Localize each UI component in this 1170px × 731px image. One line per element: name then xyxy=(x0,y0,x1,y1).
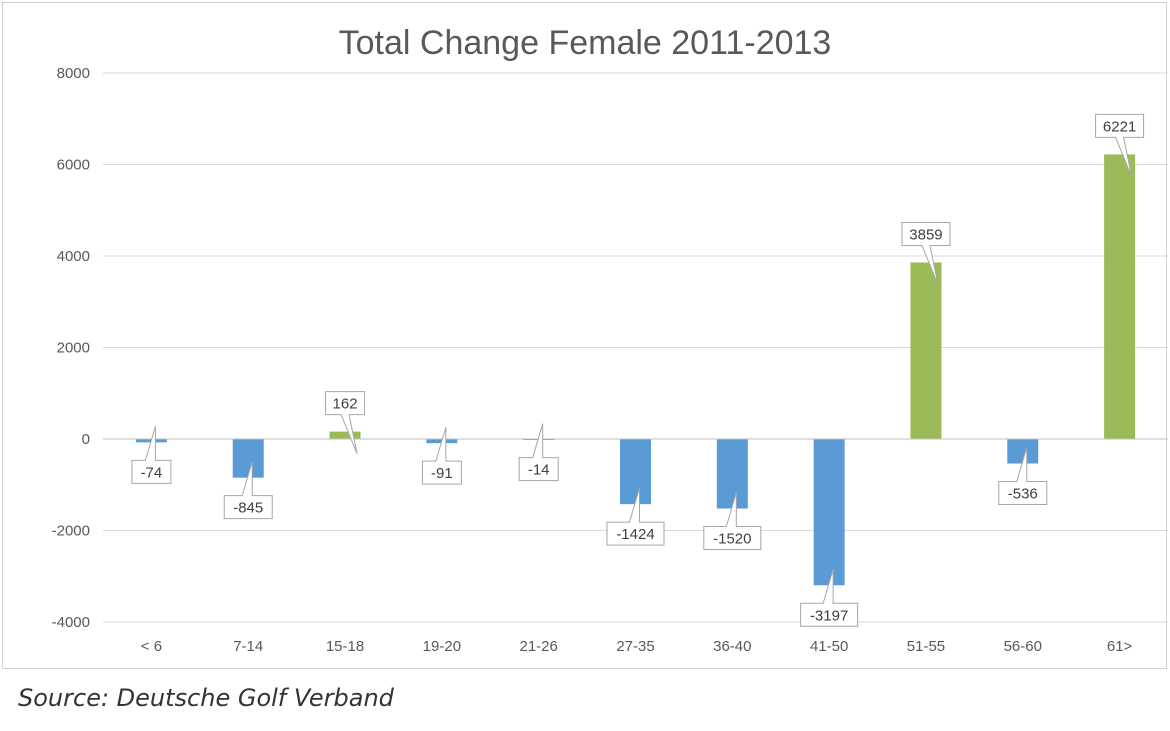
data-label-text: -845 xyxy=(233,500,263,517)
chart-title: Total Change Female 2011-2013 xyxy=(339,24,832,62)
data-label: -845 xyxy=(223,461,273,520)
data-label: -536 xyxy=(998,447,1048,506)
data-label-callout xyxy=(606,488,665,546)
x-tick-label: 19-20 xyxy=(423,638,461,655)
data-label-text: -1520 xyxy=(713,531,751,548)
data-label-text: -74 xyxy=(141,464,163,481)
data-label-callout xyxy=(1095,113,1145,177)
chart-frame xyxy=(2,2,1167,669)
data-label-callout xyxy=(325,391,366,454)
data-label: 3859 xyxy=(901,221,951,285)
y-tick-label: 8000 xyxy=(57,65,90,82)
data-label: -3197 xyxy=(800,569,859,627)
data-label-callout xyxy=(800,569,859,627)
x-tick-label: 7-14 xyxy=(233,638,263,655)
data-label-text: 3859 xyxy=(909,226,942,243)
data-label-callout xyxy=(998,447,1048,506)
y-tick-label: 6000 xyxy=(57,157,90,174)
data-label-text: -14 xyxy=(528,462,550,479)
x-axis-ticks: < 6 7-14 15-18 19-20 21-26 27-35 36-40 41-50 51-… xyxy=(141,638,1133,655)
data-label-text: 6221 xyxy=(1103,118,1136,135)
x-tick-label: 36-40 xyxy=(713,638,751,655)
data-label: -91 xyxy=(421,427,462,485)
data-label-text: -91 xyxy=(431,465,453,482)
y-axis-ticks: -4000 -2000 0 2000 4000 6000 8000 xyxy=(52,65,90,631)
bars xyxy=(135,154,1136,586)
data-label: -74 xyxy=(131,426,172,484)
y-tick-label: -4000 xyxy=(52,614,90,631)
data-label: -1520 xyxy=(703,492,762,551)
data-label: 162 xyxy=(325,391,366,454)
x-tick-label: 21-26 xyxy=(519,638,557,655)
bar xyxy=(910,262,942,439)
bar xyxy=(620,439,651,505)
gridlines xyxy=(103,72,1168,623)
x-tick-label: 61> xyxy=(1107,638,1133,655)
data-label-callout xyxy=(518,423,559,482)
x-tick-label: 51-55 xyxy=(907,638,945,655)
source-caption: Source: Deutsche Golf Verband xyxy=(18,684,394,712)
bar xyxy=(813,439,845,586)
data-label-callout xyxy=(131,426,172,484)
x-tick-label: 15-18 xyxy=(326,638,364,655)
data-label-text: -536 xyxy=(1008,486,1038,503)
data-label: -14 xyxy=(518,423,559,482)
bar xyxy=(1104,154,1136,439)
data-label-text: -1424 xyxy=(616,526,654,543)
y-tick-label: 0 xyxy=(82,431,90,448)
x-tick-label: 27-35 xyxy=(616,638,654,655)
y-tick-label: -2000 xyxy=(52,523,90,540)
bar xyxy=(232,439,264,478)
data-label-callout xyxy=(223,461,273,520)
y-tick-label: 4000 xyxy=(57,248,90,265)
bar-chart: Total Change Female 2011-2013 -4000 -2000… xyxy=(52,24,1168,655)
data-labels: -74 -845 162 -91 -14 -1424 -1520 -3197 3859 -536 6… xyxy=(131,113,1145,627)
x-tick-label: 56-60 xyxy=(1004,638,1042,655)
data-label-text: -3197 xyxy=(810,607,848,624)
data-label: 6221 xyxy=(1095,113,1145,177)
data-label-callout xyxy=(703,492,762,551)
x-tick-label: 41-50 xyxy=(810,638,848,655)
bar xyxy=(716,439,748,509)
y-tick-label: 2000 xyxy=(57,340,90,357)
bar xyxy=(329,431,361,439)
data-label-text: 162 xyxy=(333,396,358,413)
data-label-callout xyxy=(901,221,951,285)
x-tick-label: < 6 xyxy=(141,638,162,655)
data-label-callout xyxy=(421,427,462,485)
data-label: -1424 xyxy=(606,488,665,546)
